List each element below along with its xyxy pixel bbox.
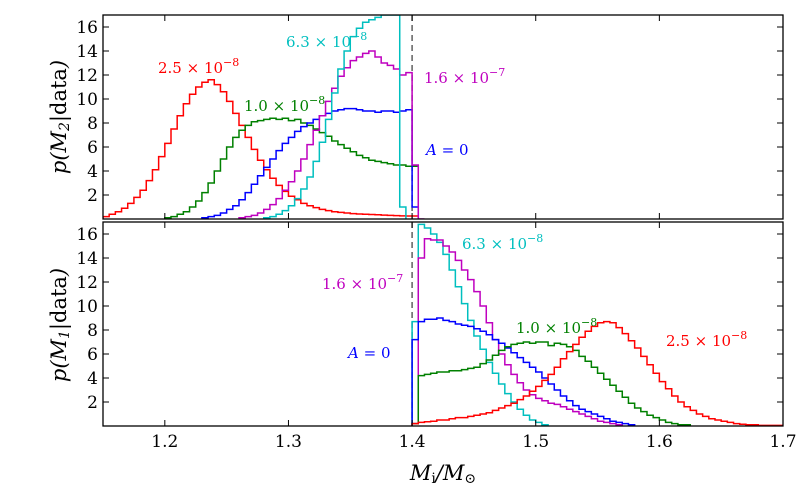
series-line bbox=[238, 50, 425, 219]
y-tick-label: 14 bbox=[76, 42, 98, 62]
series-line bbox=[262, 15, 407, 219]
x-tick-label: 1.7 bbox=[769, 432, 796, 452]
bottom-panel: 2 4 6 8 10 12 14 16 1.2 1.3 1.4 1.5 1.6 1.7 p(M1|data)… bbox=[47, 221, 797, 487]
series-annotation: 2.5 × 10−8 bbox=[666, 329, 747, 350]
series-annotation: 1.0 × 10−8 bbox=[516, 316, 597, 337]
y-axis-label: p(M1|data) bbox=[47, 268, 73, 382]
series-annotation: 1.6 × 10−7 bbox=[322, 272, 403, 293]
axes-frame bbox=[102, 221, 784, 427]
series-annotation: A = 0 bbox=[424, 141, 469, 159]
y-tick-label: 8 bbox=[87, 114, 98, 134]
y-tick-label: 12 bbox=[76, 273, 98, 293]
y-tick-label: 4 bbox=[87, 369, 98, 389]
y-tick-label: 10 bbox=[76, 90, 98, 110]
series-line bbox=[411, 320, 783, 426]
series-line bbox=[411, 341, 692, 426]
series-line bbox=[164, 117, 420, 219]
series-annotation: A = 0 bbox=[346, 344, 391, 362]
y-tick-label: 6 bbox=[87, 138, 98, 158]
y-tick-label: 16 bbox=[76, 225, 98, 245]
y-tick-label: 4 bbox=[87, 162, 98, 182]
y-tick-label: 16 bbox=[76, 18, 98, 38]
series-annotation: 2.5 × 10−8 bbox=[158, 56, 239, 77]
series-line bbox=[411, 223, 549, 426]
x-axis-label: Mi/M⊙ bbox=[409, 461, 476, 487]
x-tick-label: 1.3 bbox=[275, 432, 302, 452]
x-tick-label: 1.5 bbox=[522, 432, 549, 452]
y-tick-label: 6 bbox=[87, 345, 98, 365]
x-tick-label: 1.2 bbox=[151, 432, 178, 452]
axes-frame bbox=[102, 14, 784, 220]
y-tick-label: 12 bbox=[76, 66, 98, 86]
y-tick-label: 10 bbox=[76, 297, 98, 317]
series-line bbox=[411, 238, 624, 426]
x-tick-label: 1.6 bbox=[646, 432, 673, 452]
y-tick-label: 2 bbox=[87, 186, 98, 206]
y-tick-label: 14 bbox=[76, 249, 98, 269]
y-tick-label: 8 bbox=[87, 321, 98, 341]
series-line bbox=[411, 317, 636, 426]
y-axis-label: p(M2|data) bbox=[47, 60, 73, 174]
series-annotation: 1.0 × 10−8 bbox=[244, 94, 325, 115]
series-annotation: 1.6 × 10−7 bbox=[424, 66, 505, 87]
top-panel: 2 4 6 8 10 12 14 16 p(M2|data) 2.5 × 10−8 6.3 × 10… bbox=[47, 14, 784, 220]
x-tick-label: 1.4 bbox=[399, 432, 426, 452]
series-line bbox=[201, 107, 420, 219]
series-line bbox=[103, 79, 420, 219]
y-tick-label: 2 bbox=[87, 393, 98, 413]
series-annotation: 6.3 × 10−8 bbox=[462, 232, 543, 253]
series-annotation: 6.3 × 10−8 bbox=[286, 30, 367, 51]
